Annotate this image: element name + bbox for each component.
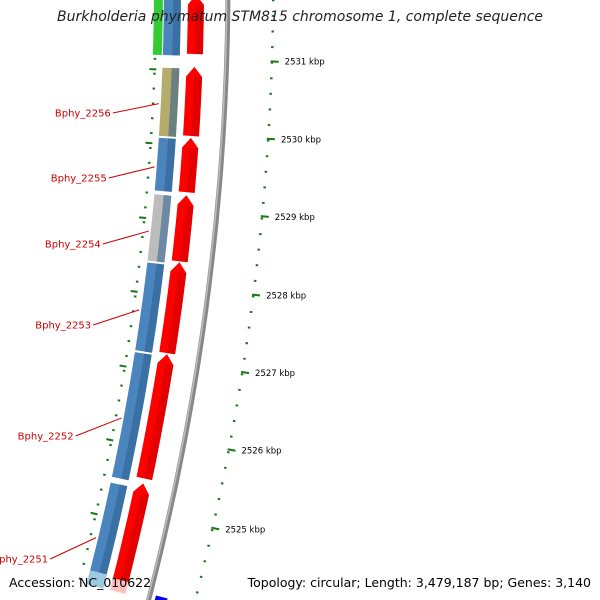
blue-feature-bottom	[154, 595, 168, 600]
gene-arrow-2254	[171, 195, 194, 263]
gene-label[interactable]: Bphy_2253	[35, 321, 91, 332]
green-feature-top	[152, 0, 163, 55]
accession-text: Accession: NC_010622	[9, 575, 152, 590]
backbone-line	[146, 0, 231, 600]
scale-tick-marks: 2531 kbp 2530 kbp 2529 kbp 2528 kbp 2527 kbp…	[78, 0, 325, 594]
inner-minor-tick	[103, 473, 106, 476]
cds-feature-2254	[147, 194, 172, 263]
cds-feature-2252	[111, 352, 152, 481]
inner-minor-tick	[99, 488, 103, 491]
gene-arrow-2255	[178, 137, 199, 193]
inner-major-tick	[119, 364, 127, 368]
minor-tick	[217, 497, 221, 501]
cds-feature-2253	[135, 262, 165, 353]
major-tick	[211, 526, 220, 531]
major-tick	[227, 448, 236, 452]
minor-tick	[207, 544, 210, 547]
gene-arrow-2252	[136, 354, 174, 481]
gene-arrow-2251	[112, 483, 149, 583]
gene-label[interactable]: Bphy_2255	[51, 174, 107, 185]
minor-tick	[195, 591, 199, 594]
gene-arrow-2256	[183, 66, 203, 137]
label-leader-line	[49, 537, 97, 560]
inner-minor-tick	[106, 458, 109, 462]
label-leader-line	[75, 417, 122, 437]
minor-tick	[220, 482, 224, 485]
tick-label: 2530 kbp	[281, 135, 321, 145]
gene-label[interactable]: Bphy_2256	[55, 109, 111, 120]
label-leader-line	[112, 103, 159, 114]
major-tick	[252, 293, 261, 297]
inner-minor-tick	[93, 518, 97, 521]
gene-label[interactable]: Bphy_2251	[0, 555, 48, 566]
tick-label: 2526 kbp	[241, 447, 281, 457]
inner-minor-tick	[86, 547, 89, 551]
major-tick	[240, 370, 250, 375]
label-leader-line	[93, 309, 140, 326]
tick-label: 2531 kbp	[285, 58, 325, 68]
inner-minor-tick	[78, 577, 82, 580]
tick-label: 2528 kbp	[266, 292, 306, 302]
feature-labels: Bphy_2256 Bphy_2255 Bphy_2254 Bphy_2253 Bphy…	[0, 103, 159, 566]
inner-major-tick	[139, 216, 147, 220]
map-title: Burkholderia phymatum STM815 chromosome …	[56, 9, 543, 25]
major-tick	[260, 215, 269, 218]
minor-tick	[214, 513, 217, 516]
gene-arrow-2253	[159, 262, 187, 355]
minor-tick	[203, 560, 207, 563]
tick-label: 2529 kbp	[275, 213, 315, 223]
inner-major-tick	[130, 289, 138, 293]
cds-feature-2255	[154, 137, 176, 192]
gene-label[interactable]: Bphy_2254	[45, 240, 101, 251]
cds-feature-2251	[86, 482, 128, 589]
inner-major-tick	[106, 438, 114, 442]
major-tick	[266, 137, 276, 141]
tick-label: 2527 kbp	[255, 369, 295, 379]
label-leader-line	[108, 166, 155, 179]
gene-arrow-top	[186, 0, 204, 55]
topology-text: Topology: circular; Length: 3,479,187 bp…	[247, 575, 591, 590]
label-leader-line	[102, 230, 149, 245]
inner-minor-tick	[82, 562, 86, 566]
gene-label[interactable]: Bphy_2252	[18, 432, 74, 443]
cds-feature-2256	[158, 67, 180, 137]
inner-major-tick	[90, 511, 98, 516]
minor-tick	[210, 528, 214, 532]
minor-tick	[199, 575, 203, 579]
inner-minor-tick	[89, 532, 93, 536]
gene-feature-partial	[109, 578, 129, 594]
tick-label: 2525 kbp	[225, 525, 265, 535]
inner-minor-tick	[96, 503, 100, 506]
cds-feature-top	[162, 0, 181, 56]
backbone-highlight	[146, 0, 228, 600]
cds-feature-partial	[86, 570, 107, 589]
